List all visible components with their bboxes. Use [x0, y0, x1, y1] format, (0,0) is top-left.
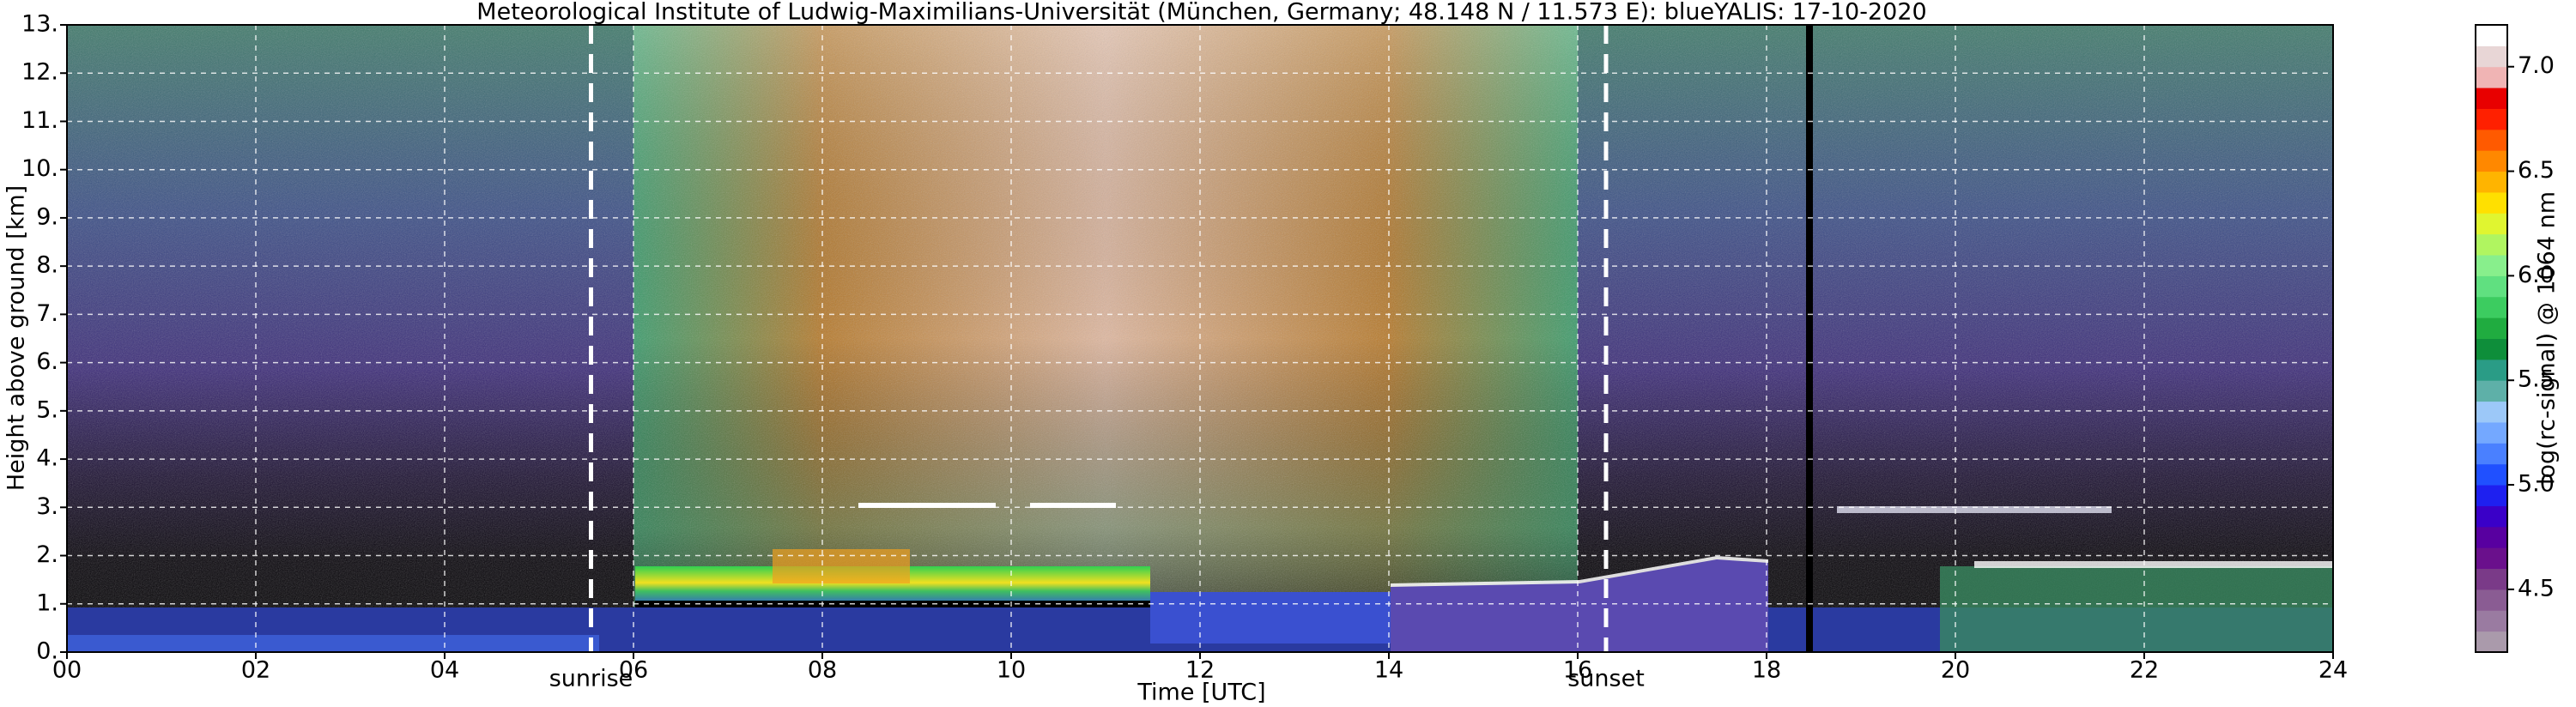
x-tick-label: 08: [808, 657, 837, 684]
colorbar-segment: [2476, 359, 2507, 381]
sun-event-label: sunrise: [549, 666, 633, 692]
colorbar-segment: [2476, 443, 2507, 465]
y-tick-label: 6.: [36, 348, 58, 375]
colorbar-segment: [2476, 108, 2507, 130]
colorbar-segment: [2476, 191, 2507, 214]
y-tick-label: 5.: [36, 396, 58, 423]
colorbar-segment: [2476, 88, 2507, 109]
x-tick-label: 10: [997, 657, 1026, 684]
colorbar-segment: [2476, 171, 2507, 193]
x-axis-label: Time [UTC]: [1136, 680, 1265, 706]
y-tick-label: 2.: [36, 541, 58, 568]
x-tick-label: 02: [241, 657, 270, 684]
colorbar-segment: [2476, 505, 2507, 528]
y-tick-label: 3.: [36, 493, 58, 520]
x-tick-label: 22: [2130, 657, 2159, 684]
colorbar-segment: [2476, 589, 2507, 611]
colorbar-segment: [2476, 25, 2507, 46]
colorbar-tick-label: 4.5: [2518, 575, 2555, 601]
colorbar-segment: [2476, 317, 2507, 339]
y-tick-label: 9.: [36, 203, 58, 230]
colorbar-segment: [2476, 631, 2507, 653]
colorbar-segment: [2476, 233, 2507, 256]
colorbar-segment: [2476, 129, 2507, 151]
colorbar-segment: [2476, 296, 2507, 318]
colorbar-segment: [2476, 610, 2507, 632]
y-tick-label: 4.: [36, 445, 58, 472]
colorbar-segment: [2476, 66, 2507, 88]
colorbar: 4.5 5.0 5.5 6.0 6.5 7.0: [2475, 24, 2555, 653]
x-tick-label: 20: [1941, 657, 1970, 684]
colorbar-segment: [2476, 568, 2507, 590]
x-tick-label: 06: [619, 657, 648, 684]
x-tick-label: 18: [1752, 657, 1781, 684]
y-tick-label: 13.: [21, 11, 58, 38]
x-tick-label: 04: [430, 657, 459, 684]
x-tick-label: 14: [1374, 657, 1403, 684]
colorbar-segment: [2476, 380, 2507, 402]
colorbar-segment: [2476, 463, 2507, 486]
colorbar-segment: [2476, 547, 2507, 570]
colorbar-segment: [2476, 421, 2507, 444]
colorbar-segment: [2476, 401, 2507, 423]
colorbar-segment: [2476, 275, 2507, 298]
colorbar-tick-label: 5.5: [2518, 366, 2555, 393]
plot-frame: [66, 24, 2334, 653]
colorbar-frame: [2475, 24, 2508, 653]
colorbar-label: log(rc-signal) @ 1064 nm: [2534, 191, 2561, 485]
annotations: sunrise sunset: [549, 25, 1645, 692]
sun-event-label: sunset: [1567, 666, 1645, 692]
colorbar-segment: [2476, 150, 2507, 172]
colorbar-tick-label: 5.0: [2518, 471, 2555, 498]
y-axis-label: Height above ground [km]: [3, 185, 30, 491]
x-tick-label: 16: [1563, 657, 1592, 684]
x-tick-label: 00: [52, 657, 82, 684]
colorbar-segment: [2476, 526, 2507, 548]
y-tick-label: 12.: [21, 59, 58, 86]
y-tick-label: 7.: [36, 300, 58, 327]
colorbar-segment: [2476, 45, 2507, 68]
chart-title: Meteorological Institute of Ludwig-Maxim…: [476, 0, 1926, 26]
colorbar-tick-label: 7.0: [2518, 52, 2555, 79]
colorbar-tick-label: 6.0: [2518, 262, 2555, 288]
y-tick-label: 8.: [36, 252, 58, 279]
colorbar-segment: [2476, 338, 2507, 360]
y-tick-label: 11.: [21, 107, 58, 134]
y-tick-label: 0.: [36, 638, 58, 665]
y-tick-label: 10.: [21, 155, 58, 182]
colorbar-segment: [2476, 485, 2507, 506]
colorbar-segment: [2476, 255, 2507, 276]
colorbar-segment: [2476, 213, 2507, 235]
x-tick-label: 24: [2318, 657, 2348, 684]
x-tick-label: 12: [1185, 657, 1215, 684]
y-tick-label: 1.: [36, 589, 58, 616]
colorbar-tick-label: 6.5: [2518, 157, 2555, 184]
